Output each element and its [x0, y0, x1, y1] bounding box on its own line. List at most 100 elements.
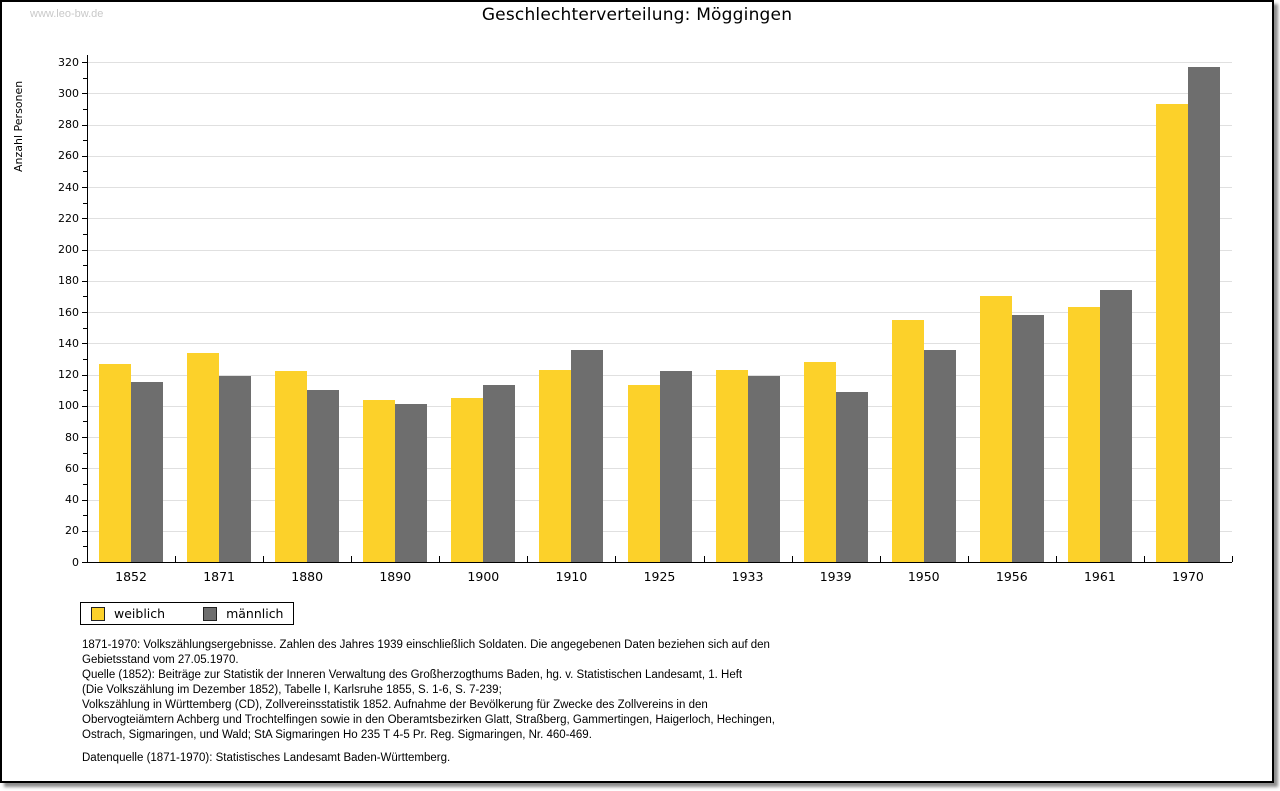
bar-weiblich-1933 — [715, 369, 748, 562]
footnote-line: Gebietsstand vom 27.05.1970. — [82, 654, 239, 666]
y-tick-major — [82, 62, 87, 63]
plot-area: 0 20 40 60 80 100 120 140 160 180 200 220 240 260 280 3… — [58, 55, 1233, 584]
y-tick-label: 80 — [65, 430, 79, 444]
bar-männlich-1880 — [307, 390, 340, 562]
gridline — [87, 187, 1232, 188]
footnote-line: Obervogteiämtern Achberg und Trochtelfin… — [82, 714, 775, 726]
watermark: www.leo-bw.de — [30, 8, 104, 20]
y-tick-minor — [83, 233, 87, 235]
x-tick-label: 1956 — [995, 569, 1028, 584]
chart-title: Geschlechterverteilung: Möggingen — [481, 5, 793, 25]
footnote-line: Volkszählung in Württemberg (CD), Zollve… — [82, 699, 708, 711]
legend-item-weiblich: weiblich — [91, 606, 165, 621]
bar-weiblich-1871 — [187, 352, 220, 562]
x-tick — [439, 556, 441, 562]
bar-männlich-1956 — [1011, 315, 1044, 562]
x-tick — [615, 556, 617, 562]
y-tick-label: 60 — [65, 461, 79, 475]
bar-weiblich-1956 — [979, 296, 1012, 562]
bar-weiblich-1925 — [627, 385, 660, 562]
legend-swatch-männlich — [203, 606, 218, 621]
x-tick — [1055, 556, 1057, 562]
bar-männlich-1933 — [747, 376, 780, 562]
bar-männlich-1852 — [131, 382, 164, 562]
y-tick-label: 180 — [58, 274, 79, 288]
y-tick-major — [82, 374, 87, 376]
y-tick-label: 220 — [58, 211, 79, 225]
bar-weiblich-1880 — [275, 371, 308, 562]
footnote-line: (Die Volkszählung im Dezember 1852), Tab… — [82, 684, 502, 696]
y-tick-minor — [83, 390, 87, 392]
x-tick — [1232, 556, 1233, 562]
footnote-line: Quelle (1852): Beiträge zur Statistik de… — [82, 669, 743, 681]
y-tick-minor — [83, 327, 87, 329]
y-tick-major — [82, 499, 87, 501]
legend-label-weiblich: weiblich — [114, 606, 166, 621]
y-tick-minor — [83, 546, 87, 548]
bar-männlich-1890 — [395, 404, 428, 562]
bar-männlich-1970 — [1187, 66, 1220, 562]
y-axis-title: Anzahl Personen — [12, 80, 25, 172]
x-tick-label: 1933 — [731, 569, 764, 584]
y-tick-label: 260 — [58, 149, 79, 163]
y-tick-label: 120 — [58, 368, 79, 381]
footnote-line: 1871-1970: Volkszählungsergebnisse. Zahl… — [82, 639, 770, 651]
y-tick-minor — [83, 515, 87, 517]
gridline — [87, 312, 1232, 313]
x-tick-label: 1950 — [907, 569, 940, 584]
bar-weiblich-1939 — [803, 362, 836, 562]
x-tick — [791, 556, 793, 562]
y-tick-major — [82, 405, 87, 407]
y-tick-label: 160 — [58, 305, 79, 319]
gridline — [87, 249, 1232, 251]
legend-swatch-weiblich — [91, 606, 105, 621]
x-tick — [1143, 556, 1145, 562]
bar-männlich-1950 — [923, 349, 956, 562]
gridline — [87, 93, 1232, 95]
y-tick-major — [82, 468, 87, 470]
y-tick-minor — [83, 77, 87, 79]
x-tick — [967, 556, 969, 562]
y-tick-minor — [83, 171, 87, 173]
y-tick-minor — [83, 421, 87, 423]
x-tick — [175, 556, 177, 562]
y-tick-minor — [83, 202, 87, 204]
x-tick-label: 1925 — [643, 569, 676, 584]
x-tick-label: 1939 — [819, 569, 852, 584]
y-tick-major — [82, 187, 87, 188]
x-tick-label: 1852 — [115, 569, 147, 584]
x-tick — [87, 556, 88, 562]
gridline — [87, 343, 1232, 345]
bar-weiblich-1950 — [891, 319, 924, 562]
y-tick-label: 280 — [58, 118, 79, 131]
y-tick-major — [82, 343, 87, 345]
x-tick-label: 1880 — [291, 569, 324, 584]
x-tick-label: 1900 — [467, 569, 500, 584]
gridline — [87, 218, 1232, 220]
y-tick-major — [82, 437, 87, 438]
y-tick-minor — [83, 140, 87, 142]
y-tick-label: 300 — [58, 86, 79, 100]
y-tick-major — [82, 280, 87, 282]
gridline — [87, 155, 1232, 157]
y-tick-label: 0 — [72, 555, 79, 569]
x-axis-line — [87, 562, 1232, 563]
y-tick-minor — [83, 296, 87, 298]
y-axis-line — [87, 55, 88, 562]
y-tick-label: 240 — [58, 180, 79, 194]
datasource-note: Datenquelle (1871-1970): Statistisches L… — [82, 752, 451, 764]
footnote-line: Ostrach, Sigmaringen, und Wald; StA Sigm… — [82, 729, 592, 741]
footnote-lines: 1871-1970: Volkszählungsergebnisse. Zahl… — [82, 638, 1182, 743]
legend-item-männlich: männlich — [203, 606, 283, 621]
legend: weiblich männlich — [80, 602, 295, 625]
y-tick-major — [82, 530, 87, 532]
bar-weiblich-1852 — [99, 363, 132, 562]
y-tick-major — [82, 562, 87, 563]
x-tick-label: 1970 — [1172, 569, 1204, 584]
x-tick — [703, 556, 705, 562]
y-tick-minor — [83, 265, 87, 267]
y-tick-major — [82, 124, 87, 126]
x-tick — [879, 556, 881, 562]
y-tick-major — [82, 249, 87, 251]
